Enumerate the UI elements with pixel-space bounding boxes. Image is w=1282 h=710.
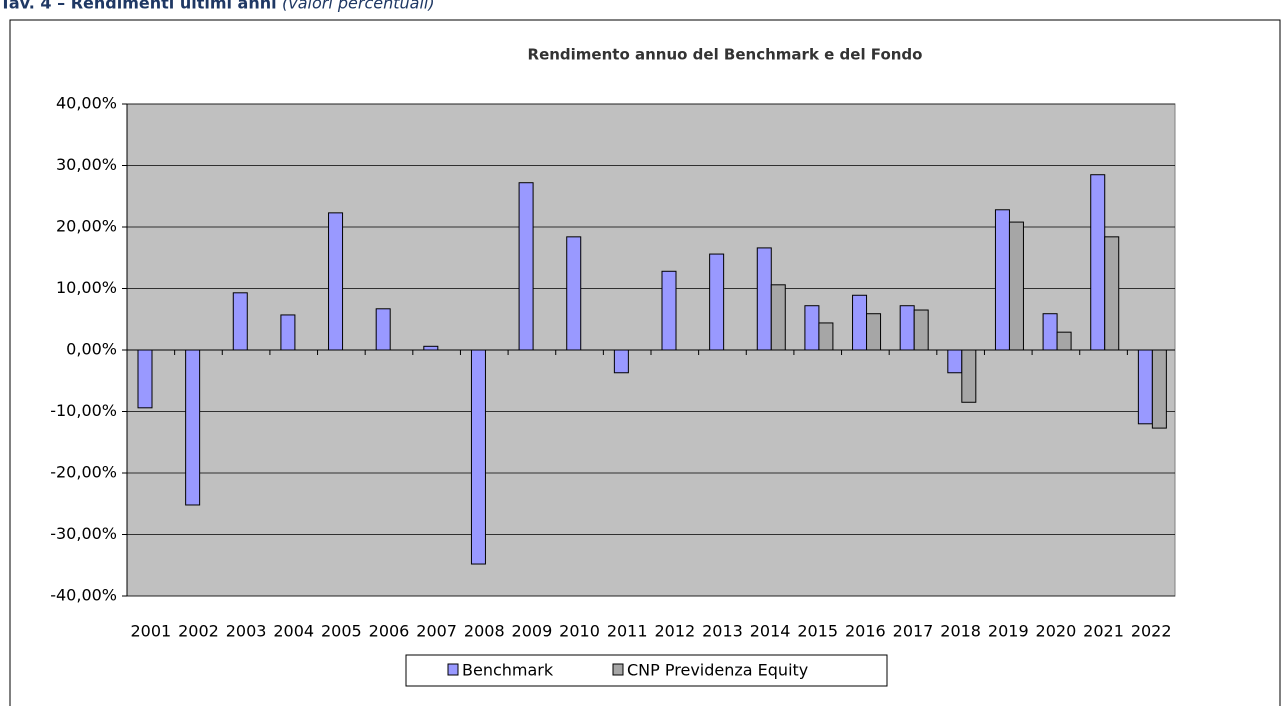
bar bbox=[137, 349, 153, 409]
chart-title: Rendimento annuo del Benchmark e del Fon… bbox=[528, 46, 923, 64]
y-tick-label: 30,00% bbox=[56, 155, 117, 174]
bar bbox=[1151, 349, 1167, 429]
bar bbox=[328, 212, 344, 351]
legend-swatch bbox=[447, 663, 459, 676]
y-tick-label: -10,00% bbox=[50, 401, 117, 420]
bar bbox=[947, 349, 963, 374]
bar bbox=[770, 284, 786, 351]
x-tick-label: 2018 bbox=[940, 622, 981, 641]
x-tick-label: 2008 bbox=[464, 622, 505, 641]
header-title: Tav. 4 – Rendimenti ultimi anni bbox=[0, 0, 277, 13]
bar bbox=[280, 314, 296, 351]
y-tick-label: 10,00% bbox=[56, 278, 117, 297]
x-tick-label: 2021 bbox=[1083, 622, 1124, 641]
x-tick-label: 2012 bbox=[654, 622, 695, 641]
legend-swatch bbox=[612, 663, 624, 676]
bar bbox=[613, 349, 629, 374]
bar bbox=[1042, 313, 1058, 351]
bar bbox=[423, 345, 439, 351]
x-tick-label: 2004 bbox=[273, 622, 314, 641]
bar bbox=[470, 349, 486, 565]
y-tick-label: 0,00% bbox=[66, 340, 117, 359]
x-tick-label: 2016 bbox=[845, 622, 886, 641]
x-tick-label: 2005 bbox=[321, 622, 362, 641]
legend-label: CNP Previdenza Equity bbox=[627, 661, 808, 680]
x-tick-label: 2013 bbox=[702, 622, 743, 641]
bar bbox=[961, 349, 977, 403]
bar bbox=[756, 247, 772, 351]
bar bbox=[866, 313, 882, 351]
bar bbox=[375, 308, 391, 351]
bar bbox=[852, 294, 868, 351]
x-tick-label: 2002 bbox=[178, 622, 219, 641]
x-tick-label: 2022 bbox=[1131, 622, 1172, 641]
x-tick-label: 2019 bbox=[988, 622, 1029, 641]
x-tick-label: 2010 bbox=[559, 622, 600, 641]
header-subtitle: (valori percentuali) bbox=[282, 0, 435, 13]
bar bbox=[709, 253, 725, 351]
x-tick-label: 2006 bbox=[369, 622, 410, 641]
x-tick-label: 2009 bbox=[512, 622, 553, 641]
x-tick-label: 2001 bbox=[130, 622, 171, 641]
legend: Benchmark CNP Previdenza Equity bbox=[405, 654, 888, 687]
bar bbox=[913, 309, 929, 351]
bar bbox=[899, 305, 915, 351]
y-tick-label: -30,00% bbox=[50, 524, 117, 543]
x-tick-label: 2014 bbox=[750, 622, 791, 641]
bar bbox=[1090, 174, 1106, 351]
y-tick-label: 40,00% bbox=[56, 94, 117, 113]
y-tick-label: 20,00% bbox=[56, 217, 117, 236]
bar bbox=[1056, 331, 1072, 351]
x-tick-label: 2015 bbox=[797, 622, 838, 641]
bar bbox=[1137, 349, 1153, 425]
chart-frame bbox=[9, 19, 1281, 706]
x-tick-label: 2011 bbox=[607, 622, 648, 641]
y-tick-label: -40,00% bbox=[50, 586, 117, 605]
bar bbox=[994, 209, 1010, 351]
bar bbox=[661, 270, 677, 351]
bar bbox=[566, 236, 582, 351]
bar bbox=[804, 305, 820, 351]
x-tick-label: 2007 bbox=[416, 622, 457, 641]
bar bbox=[232, 292, 248, 351]
bar bbox=[1008, 221, 1024, 351]
x-tick-label: 2003 bbox=[226, 622, 267, 641]
legend-label: Benchmark bbox=[462, 661, 554, 680]
bar bbox=[818, 322, 834, 351]
bar bbox=[1104, 236, 1120, 351]
legend-box bbox=[405, 654, 888, 687]
x-tick-label: 2017 bbox=[893, 622, 934, 641]
x-tick-label: 2020 bbox=[1036, 622, 1077, 641]
bar bbox=[185, 349, 201, 506]
y-tick-label: -20,00% bbox=[50, 463, 117, 482]
bar bbox=[518, 182, 534, 351]
